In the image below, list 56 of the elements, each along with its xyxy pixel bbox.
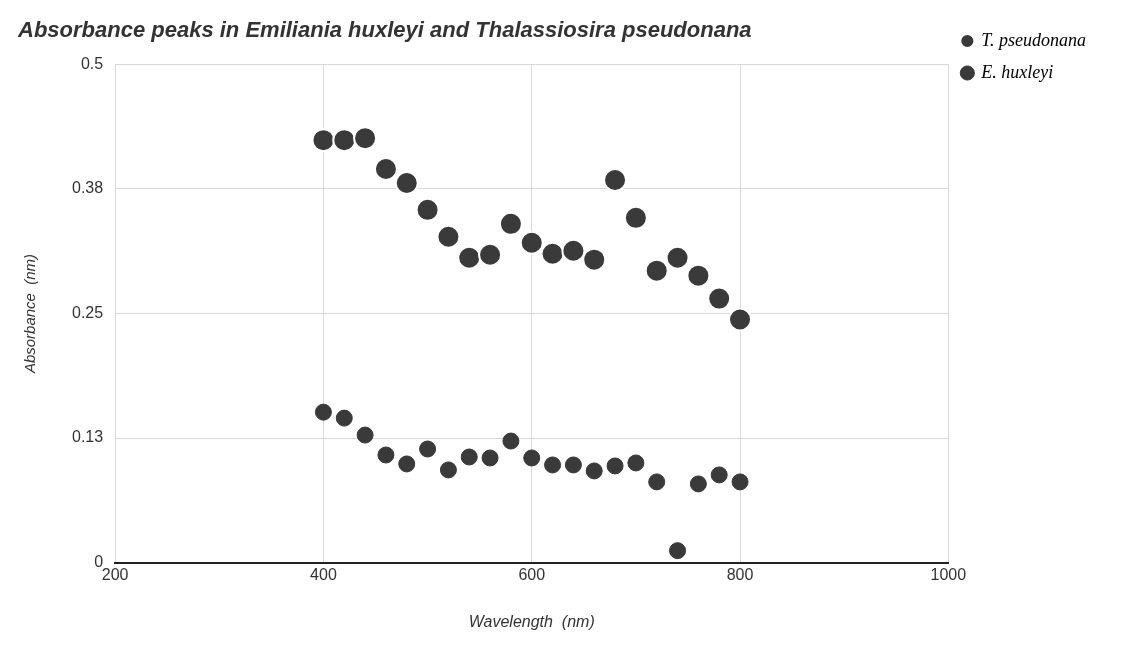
y-tick-label: 0.25 xyxy=(72,303,104,321)
y-tick-label: 0.13 xyxy=(72,428,104,446)
point xyxy=(669,542,687,560)
point xyxy=(502,432,520,450)
y-tick-label: 0.5 xyxy=(80,54,104,72)
point xyxy=(606,457,624,475)
point xyxy=(394,170,419,195)
point xyxy=(710,466,728,484)
point xyxy=(498,211,523,236)
point xyxy=(648,473,666,491)
x-tick-label: 600 xyxy=(518,565,546,583)
point xyxy=(419,440,437,458)
point xyxy=(582,247,607,272)
point xyxy=(523,449,541,467)
point xyxy=(623,205,648,230)
point xyxy=(707,286,732,311)
x-axis-title: Wavelength (nm) xyxy=(468,612,595,630)
point xyxy=(627,454,645,472)
point xyxy=(314,403,332,421)
point xyxy=(373,157,398,182)
point xyxy=(332,128,357,153)
point xyxy=(439,461,457,479)
legend-label: T. pseudonana xyxy=(981,29,1086,50)
point xyxy=(335,409,353,427)
x-tick-label: 800 xyxy=(726,565,754,583)
x-tick-label: 200 xyxy=(101,565,129,583)
point xyxy=(686,263,711,288)
point xyxy=(728,307,753,332)
point xyxy=(665,245,690,270)
point xyxy=(540,241,565,266)
point xyxy=(644,258,669,283)
legend-label: E. huxleyi xyxy=(980,61,1054,82)
point xyxy=(561,238,586,263)
point xyxy=(519,230,544,255)
point xyxy=(544,456,562,474)
point xyxy=(436,224,461,249)
point xyxy=(481,449,499,467)
point xyxy=(731,473,749,491)
point xyxy=(564,456,582,474)
y-axis-title: Absorbance (nm) xyxy=(21,253,39,375)
x-tick-label: 400 xyxy=(310,565,337,583)
chart-title: Absorbance peaks in Emiliania huxleyi and Thalassiosira pseudonana xyxy=(17,17,752,43)
point xyxy=(356,426,374,444)
point xyxy=(460,448,478,466)
x-tick-label: 1000 xyxy=(930,565,967,583)
point xyxy=(398,455,416,473)
point xyxy=(689,475,707,493)
point xyxy=(377,446,395,464)
point xyxy=(585,462,603,480)
point xyxy=(311,128,336,153)
point xyxy=(603,167,628,192)
point xyxy=(353,126,378,151)
y-tick-label: 0.38 xyxy=(72,179,104,197)
point xyxy=(457,245,482,270)
point xyxy=(478,242,503,267)
point xyxy=(415,197,440,222)
